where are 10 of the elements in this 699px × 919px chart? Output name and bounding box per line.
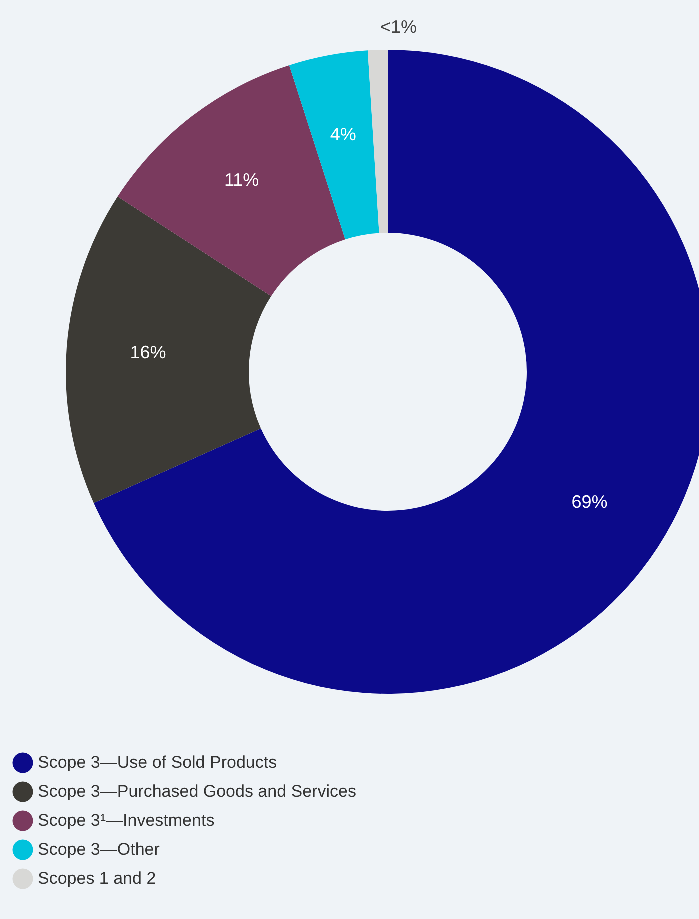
legend-label: Scope 3¹—Investments <box>38 811 215 830</box>
legend-label: Scopes 1 and 2 <box>38 869 156 888</box>
data-label: 16% <box>130 342 166 362</box>
data-label: 11% <box>224 170 260 190</box>
data-label: 4% <box>330 124 356 145</box>
legend-label: Scope 3—Purchased Goods and Services <box>38 782 356 801</box>
legend-label: Scope 3—Use of Sold Products <box>38 753 278 772</box>
data-label: <1% <box>380 17 417 38</box>
data-label: 69% <box>572 492 608 512</box>
legend-label: Scope 3—Other <box>38 840 160 859</box>
